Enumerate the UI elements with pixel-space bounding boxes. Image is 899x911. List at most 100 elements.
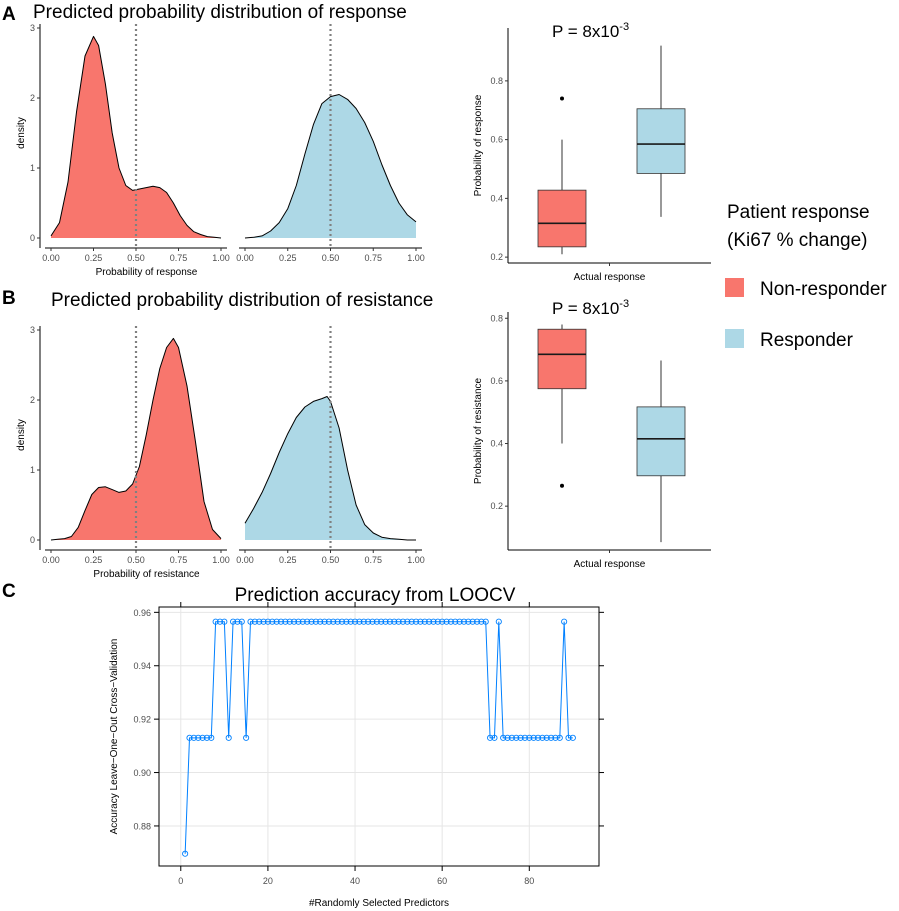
x-tick-label: 0.25 <box>279 253 297 263</box>
accuracy-point <box>312 618 319 625</box>
x-tick-label: 0.75 <box>170 555 188 565</box>
outlier-non-responder <box>560 483 564 488</box>
accuracy-point <box>221 618 228 625</box>
accuracy-point <box>212 618 219 625</box>
panel-c-line-chart: 0 20 40 60 80 0.88 0.90 0.92 0.94 0.96 #Randomly S… <box>109 602 604 909</box>
accuracy-point <box>365 618 372 625</box>
accuracy-point <box>190 734 197 741</box>
x-tick-label: 0.00 <box>236 555 254 565</box>
x-tick-label: 0.50 <box>322 555 340 565</box>
x-tick-label: 1.00 <box>407 555 425 565</box>
accuracy-point <box>308 618 315 625</box>
x-tick-label: 0.75 <box>364 253 382 263</box>
panel-b-pvalue: P = 8x10-3 <box>552 298 629 318</box>
x-tick-label: 80 <box>524 876 534 886</box>
y-tick-label: 0.8 <box>490 76 503 86</box>
y-axis-label: Probability of response <box>473 94 484 196</box>
accuracy-point <box>500 734 507 741</box>
panel-a-title: Predicted probability distribution of re… <box>33 2 407 23</box>
x-axis-label: #Randomly Selected Predictors <box>309 898 449 909</box>
accuracy-point <box>504 734 511 741</box>
accuracy-point <box>369 618 376 625</box>
accuracy-point <box>304 618 311 625</box>
accuracy-point <box>465 618 472 625</box>
x-tick-label: 1.00 <box>212 253 230 263</box>
accuracy-point <box>295 618 302 625</box>
y-tick-label: 0.96 <box>133 608 151 618</box>
y-tick-label: 0.90 <box>133 768 151 778</box>
accuracy-point <box>517 734 524 741</box>
x-tick-label: 0 <box>178 876 183 886</box>
accuracy-point <box>495 618 502 625</box>
accuracy-point <box>334 618 341 625</box>
outlier-non-responder <box>560 96 564 101</box>
legend-key-responder <box>725 329 744 348</box>
accuracy-point <box>534 734 542 741</box>
panel-label-c: C <box>2 581 16 602</box>
panel-a-pvalue: P = 8x10-3 <box>552 21 629 41</box>
y-tick-label: 0.8 <box>490 313 503 323</box>
accuracy-point <box>399 618 407 625</box>
accuracy-point <box>382 618 389 625</box>
accuracy-point <box>552 734 559 741</box>
accuracy-point <box>487 734 494 741</box>
legend-label-non-responder: Non-responder <box>760 279 887 300</box>
y-tick-label: 3 <box>30 325 35 335</box>
accuracy-point <box>343 618 350 625</box>
pvalue-a-exponent: -3 <box>619 21 629 33</box>
y-axis-label: density <box>16 117 27 149</box>
accuracy-point <box>325 618 332 625</box>
x-tick-label: 0.00 <box>42 555 60 565</box>
x-axis-label: Probability of response <box>96 267 198 278</box>
accuracy-point <box>208 734 215 741</box>
density-area-responder <box>245 94 416 238</box>
x-tick-label: 0.75 <box>364 555 382 565</box>
accuracy-point <box>299 618 306 625</box>
accuracy-point <box>234 618 241 625</box>
y-tick-label: 0.92 <box>133 715 151 725</box>
accuracy-point <box>243 734 250 741</box>
accuracy-point <box>530 734 537 741</box>
x-tick-label: 0.50 <box>127 555 145 565</box>
pvalue-a-text: P = 8x10 <box>552 22 619 41</box>
density-curve-non-responder <box>50 337 222 541</box>
box-non-responder <box>537 189 587 248</box>
accuracy-point <box>447 618 454 625</box>
accuracy-point <box>256 618 263 625</box>
density-area-responder <box>245 396 416 540</box>
density-curve-non-responder <box>50 35 222 239</box>
accuracy-point <box>526 734 533 741</box>
x-tick-label: 0.50 <box>322 253 340 263</box>
accuracy-point <box>460 618 468 625</box>
accuracy-point <box>508 734 515 741</box>
density-area-non-responder <box>51 338 221 540</box>
accuracy-point <box>251 618 258 625</box>
accuracy-point <box>317 618 324 625</box>
accuracy-point <box>321 618 328 625</box>
y-tick-label: 0.94 <box>133 661 151 671</box>
accuracy-point <box>430 618 437 625</box>
accuracy-point <box>491 734 498 741</box>
y-tick-label: 0.4 <box>490 439 503 449</box>
y-tick-label: 1 <box>30 163 35 173</box>
accuracy-point <box>273 618 280 625</box>
legend-title-line1: Patient response <box>727 202 870 223</box>
accuracy-point <box>182 850 189 857</box>
accuracy-point <box>195 734 202 741</box>
accuracy-point <box>351 618 359 625</box>
y-tick-label: 2 <box>30 395 35 405</box>
x-tick-label: 0.75 <box>170 253 188 263</box>
accuracy-point <box>412 618 420 625</box>
accuracy-point <box>395 618 402 625</box>
panel-c-title: Prediction accuracy from LOOCV <box>235 585 516 606</box>
accuracy-point <box>225 734 232 741</box>
y-tick-label: 1 <box>30 465 35 475</box>
pvalue-b-text: P = 8x10 <box>552 299 619 318</box>
accuracy-point <box>569 734 576 741</box>
accuracy-point <box>408 618 415 625</box>
panel-b-density-chart: 0 1 2 3 density 0.00 0.25 0.50 0.75 1.00 0.00 0.25 0… <box>16 325 425 580</box>
accuracy-point <box>282 618 289 625</box>
accuracy-point <box>456 618 463 625</box>
accuracy-point <box>216 618 224 625</box>
x-tick-label: 1.00 <box>407 253 425 263</box>
